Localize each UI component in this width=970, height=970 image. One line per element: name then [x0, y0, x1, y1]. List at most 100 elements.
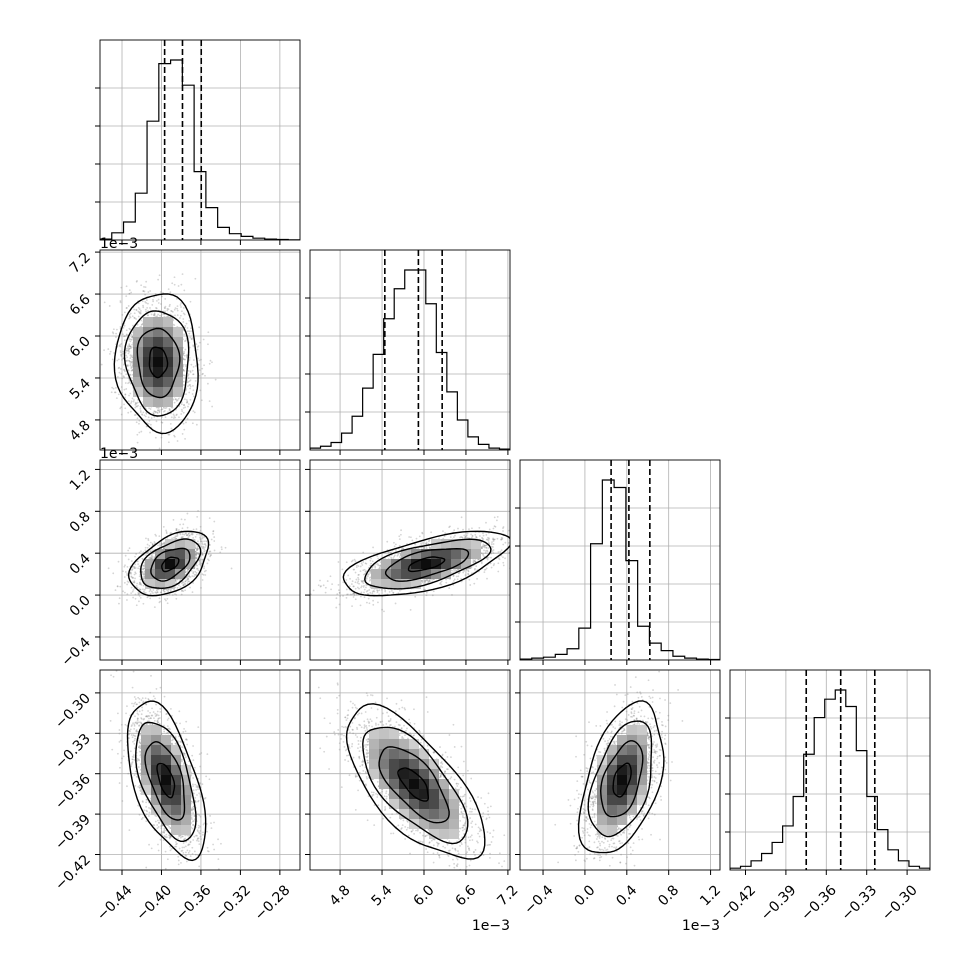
scatter-point: [139, 408, 142, 410]
scatter-point: [129, 338, 132, 341]
contour-line: [113, 293, 199, 435]
scatter-point: [173, 276, 176, 279]
scatter-point: [182, 584, 185, 587]
scatter-point: [123, 370, 126, 373]
scatter-point: [209, 555, 212, 558]
scatter-point: [161, 408, 164, 411]
scatter-point: [187, 466, 189, 468]
scatter-point: [203, 543, 206, 546]
scatter-point: [118, 602, 120, 605]
scatter-point: [198, 374, 201, 377]
scatter-point: [187, 577, 190, 580]
scatter-point: [196, 567, 199, 570]
scatter-point: [154, 436, 157, 439]
scatter-point: [188, 534, 191, 537]
scatter-point: [130, 361, 132, 363]
scatter-point: [136, 417, 139, 420]
scatter-point: [134, 572, 137, 575]
scatter-point: [166, 307, 169, 310]
scatter-point: [126, 599, 128, 601]
scatter-point: [125, 359, 128, 362]
scatter-point: [133, 573, 136, 576]
scatter-point: [166, 589, 169, 592]
scatter-point: [127, 345, 129, 348]
scatter-point: [115, 332, 118, 335]
scatter-point: [451, 594, 453, 596]
scatter-point: [184, 532, 187, 535]
scatter-point: [183, 533, 186, 536]
density-cell: [143, 337, 153, 347]
scatter-point: [195, 552, 198, 555]
scatter-point: [176, 533, 179, 535]
scatter-point: [180, 283, 183, 286]
scatter-point: [220, 546, 223, 549]
density-cell: [165, 569, 175, 579]
scatter-point: [187, 330, 190, 333]
scatter-point: [153, 410, 156, 413]
panel-frame: [99, 249, 301, 451]
panel-frame: [99, 459, 301, 661]
scatter-point: [211, 405, 214, 408]
scatter-point: [183, 369, 186, 372]
density-cell: [143, 367, 153, 377]
scatter-point: [136, 323, 139, 326]
scatter-point: [169, 303, 171, 306]
scatter-point: [174, 593, 176, 596]
scatter-point: [182, 407, 185, 409]
scatter-point: [176, 534, 179, 537]
density-cell: [133, 327, 143, 337]
scatter-point: [394, 543, 397, 546]
scatter-point: [185, 579, 188, 582]
scatter-point: [171, 594, 174, 596]
density-cell: [165, 559, 175, 569]
scatter-point: [145, 554, 147, 557]
scatter-point: [140, 284, 143, 287]
scatter-point: [192, 365, 195, 368]
scatter-point: [188, 356, 191, 359]
scatter-point: [147, 314, 149, 317]
scatter-point: [119, 300, 122, 302]
scatter-point: [200, 587, 202, 589]
scatter-point: [143, 575, 145, 578]
scatter-point: [130, 366, 133, 368]
scatter-point: [187, 374, 190, 377]
scatter-point: [205, 540, 207, 543]
scatter-point: [139, 596, 142, 599]
scatter-point: [131, 369, 134, 372]
scatter-point: [143, 577, 145, 580]
scatter-point: [117, 367, 120, 370]
scatter-point: [190, 337, 193, 340]
scatter-point: [164, 298, 167, 300]
scatter-point: [191, 532, 194, 535]
scatter-point: [183, 398, 186, 401]
scatter-point: [175, 528, 178, 530]
scatter-point: [139, 578, 142, 581]
scatter-point: [177, 285, 180, 287]
scatter-point: [203, 550, 206, 553]
scatter-point: [133, 317, 136, 320]
scatter-point: [192, 572, 195, 575]
scatter-point: [184, 580, 187, 583]
scatter-point: [143, 414, 146, 417]
scatter-point: [183, 358, 186, 361]
scatter-point: [185, 365, 187, 368]
scatter-point: [153, 314, 156, 317]
scatter-point: [119, 368, 122, 370]
scatter-point: [175, 593, 178, 596]
scatter-point: [196, 547, 199, 550]
scatter-point: [175, 580, 177, 583]
histogram-step: [730, 689, 930, 870]
scatter-point: [492, 537, 494, 540]
scatter-point: [127, 558, 130, 561]
scatter-point: [157, 409, 159, 412]
panel-frame: [729, 669, 931, 871]
scatter-point: [160, 544, 163, 547]
scatter-point: [140, 550, 142, 553]
scatter-point: [125, 329, 128, 332]
scatter-point: [132, 596, 135, 599]
scatter-point: [185, 401, 188, 404]
scatter-point: [127, 382, 129, 385]
scatter-point: [195, 557, 197, 560]
scatter-point: [164, 598, 166, 601]
scatter-panel-0-1: [95, 249, 301, 468]
